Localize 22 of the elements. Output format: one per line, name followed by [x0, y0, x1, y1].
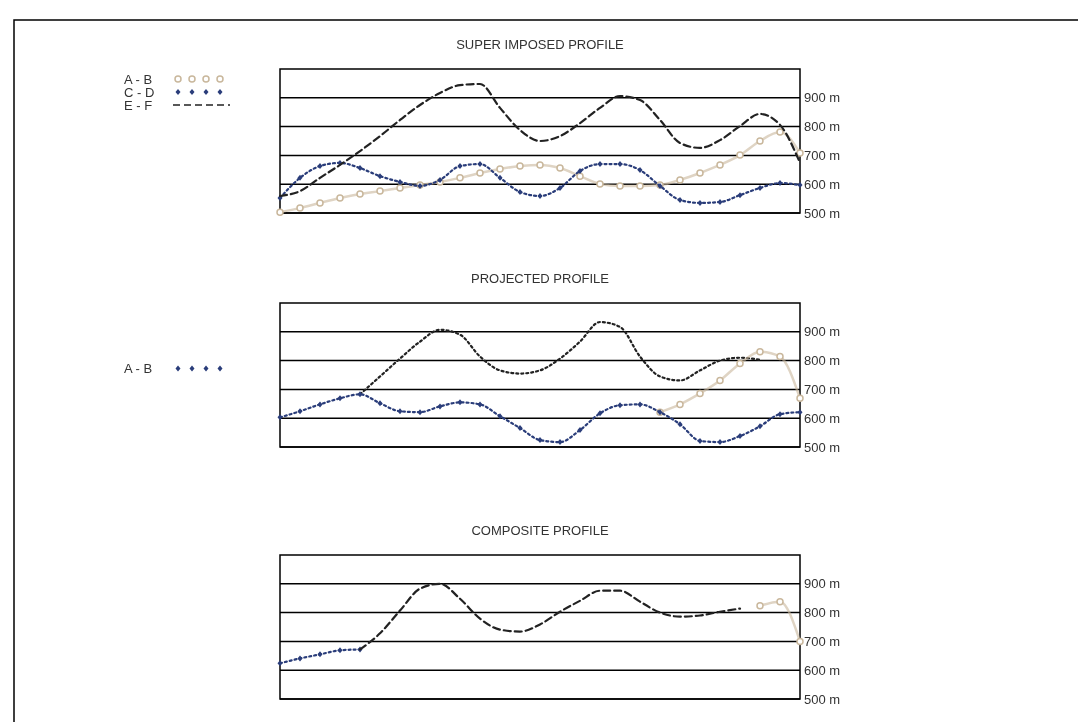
legend-label: E - F — [124, 97, 153, 113]
legend-label: C - D — [124, 84, 155, 100]
y-tick-label: 900 m — [804, 90, 841, 106]
y-tick-label: 800 m — [804, 119, 841, 135]
y-tick-label: 600 m — [804, 410, 841, 426]
chart-title: SUPER IMPOSED PROFILE — [456, 37, 625, 52]
legend-label: A - B — [124, 361, 153, 377]
y-tick-label: 700 m — [804, 381, 841, 397]
y-tick-label: 600 m — [804, 662, 841, 678]
chart-title: PROJECTED PROFILE — [471, 271, 610, 286]
legend-label: A - B — [124, 71, 153, 87]
y-tick-label: 600 m — [804, 176, 841, 192]
y-tick-label: 500 m — [804, 691, 841, 707]
y-tick-label: 800 m — [804, 353, 841, 369]
y-tick-label: 700 m — [804, 147, 841, 163]
y-tick-label: 800 m — [804, 605, 841, 621]
chart-title: COMPOSITE PROFILE — [471, 523, 609, 538]
y-tick-label: 500 m — [804, 205, 841, 221]
y-tick-label: 900 m — [804, 324, 841, 340]
y-tick-label: 500 m — [804, 439, 841, 455]
y-tick-label: 900 m — [804, 576, 841, 592]
y-tick-label: 700 m — [804, 633, 841, 649]
